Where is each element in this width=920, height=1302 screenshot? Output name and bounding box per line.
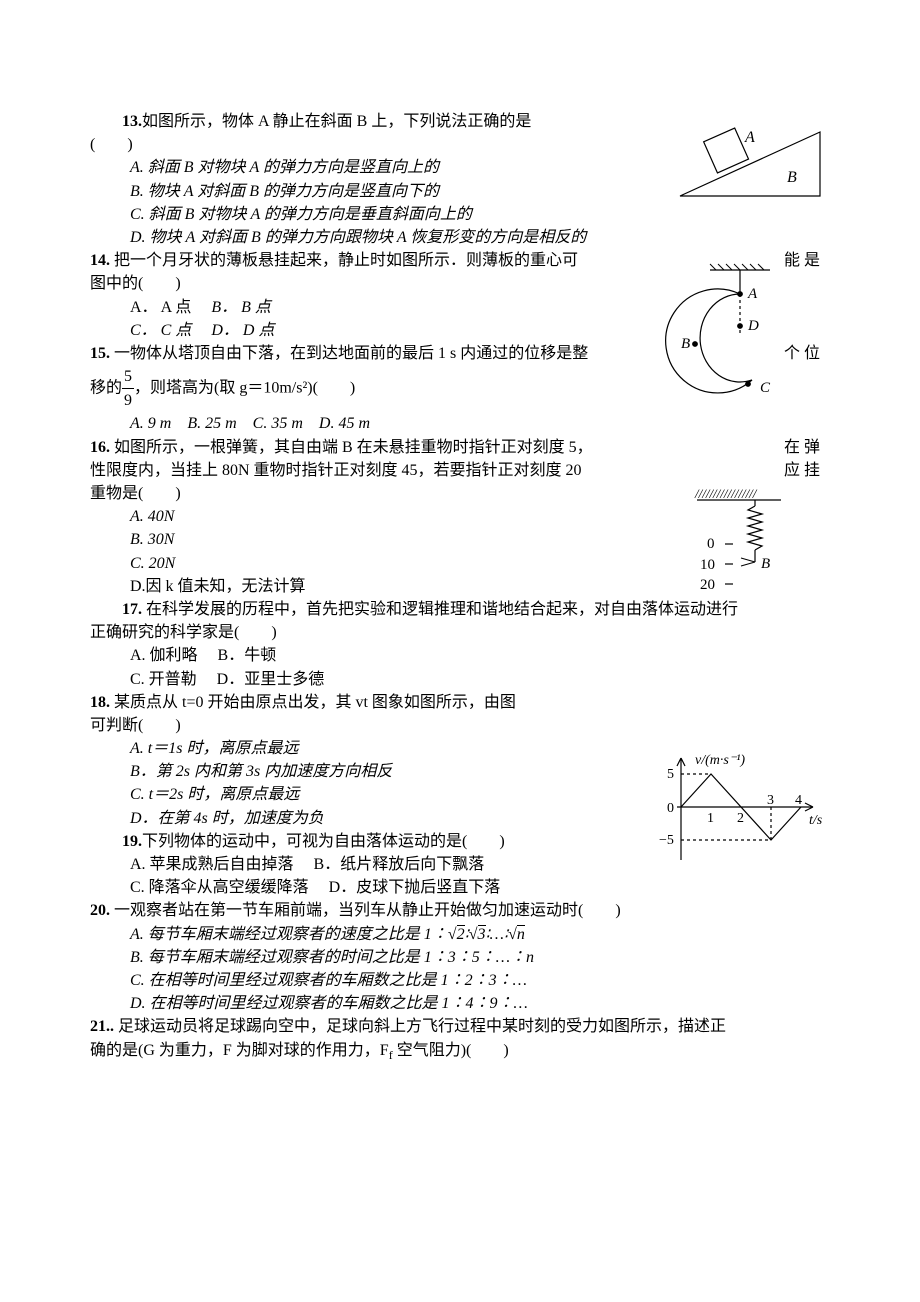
q20-opt-c: C. 在相等时间里经过观察者的车厢数之比是 1∶2∶3∶…	[90, 969, 830, 992]
q15-opts: A. 9 m B. 25 m C. 35 m D. 45 m	[90, 412, 830, 435]
q21-stem-text: 足球运动员将足球踢向空中，足球向斜上方飞行过程中某时刻的受力如图所示，描述正	[114, 1018, 726, 1035]
q20-stem-text: 一观察者站在第一节车厢前端，当列车从静止开始做匀加速运动时( )	[110, 902, 621, 919]
q13-fig-label-b: B	[787, 169, 797, 186]
q18-stem-text1: 某质点从 t=0 开始由原点出发，其 vt 图象如图所示，由图	[110, 694, 516, 711]
q13-fig-label-a: A	[744, 129, 755, 146]
q15-stem-l2b: ，则塔高为(取 g＝10m/s²)( )	[134, 379, 355, 396]
q17-num: 17.	[122, 601, 142, 618]
q16-fig-b: B	[761, 556, 770, 572]
q20-num: 20.	[90, 902, 110, 919]
q16-scale-20: 20	[700, 577, 715, 593]
q14-num: 14.	[90, 252, 110, 269]
q14-fig-c: C	[760, 380, 771, 396]
q18-figure: v/(m·s⁻¹) t/s 5 0 −5 1 2 3 4	[645, 752, 825, 872]
q16-stem-text2: 性限度内，当挂上 80N 重物时指针正对刻度 45，若要指针正对刻度 20	[90, 459, 582, 482]
q17-stem-line2: 正确研究的科学家是( )	[90, 621, 830, 644]
q15-stem-l2a: 移的	[90, 379, 122, 396]
q16-num: 16.	[90, 439, 110, 456]
q21-stem-line1: 21.. 足球运动员将足球踢向空中，足球向斜上方飞行过程中某时刻的受力如图所示，…	[90, 1015, 830, 1038]
q18-ym5: −5	[659, 833, 674, 848]
q19-num: 19.	[122, 833, 142, 850]
q14-fig-b: B	[681, 336, 690, 352]
q18-y0: 0	[667, 801, 674, 816]
q16-stem-text1: 如图所示，一根弹簧，其自由端 B 在未悬挂重物时指针正对刻度 5，	[110, 439, 593, 456]
q20-opt-a: A. 每节车厢末端经过观察者的速度之比是 1∶√2∶√3∶…∶√n	[90, 923, 830, 946]
svg-text://///////////////: /////////////////	[694, 486, 758, 501]
q13-stem-text: 如图所示，物体 A 静止在斜面 B 上，下列说法正确的是	[142, 113, 531, 130]
q21-stem-l2: 确的是(G 为重力，F 为脚对球的作用力，F	[90, 1042, 389, 1059]
q18-x2: 2	[737, 811, 744, 826]
q15-stem-text1r: 个 位	[784, 342, 830, 365]
q14-stem-text1: 把一个月牙状的薄板悬挂起来，静止时如图所示．则薄板的重心可	[110, 252, 578, 269]
q18-num: 18.	[90, 694, 110, 711]
q18-ylabel: v/(m·s⁻¹)	[695, 753, 745, 768]
q15-fraction: 59	[122, 365, 134, 412]
q14-figure: A B C D	[670, 264, 780, 404]
q16-scale-0: 0	[707, 536, 715, 552]
q18-stem-line2: 可判断( )	[90, 714, 830, 737]
q15-stem-text1: 一物体从塔顶自由下落，在到达地面前的最后 1 s 内通过的位移是整	[110, 345, 588, 362]
q15-frac-den: 9	[122, 388, 134, 412]
q16-scale-10: 10	[700, 557, 715, 573]
q14-opt-c: C． C 点	[130, 322, 191, 339]
q15-num: 15.	[90, 345, 110, 362]
q18-stem-line1: 18. 某质点从 t=0 开始由原点出发，其 vt 图象如图所示，由图	[90, 691, 830, 714]
q14-stem-text1r: 能 是	[784, 249, 830, 272]
q16-stem-line2: 性限度内，当挂上 80N 重物时指针正对刻度 45，若要指针正对刻度 20 应 …	[90, 459, 830, 482]
q18-x3: 3	[767, 793, 774, 808]
q17-stem-text: 在科学发展的历程中，首先把实验和逻辑推理和谐地结合起来，对自由落体运动进行	[142, 601, 738, 618]
q20-a-m2: ∶…∶	[486, 926, 509, 943]
q14-fig-d: D	[747, 318, 759, 334]
q17-opts-ab: A. 伽利略 B．牛顿	[90, 644, 830, 667]
q16-stem-text1r: 在 弹	[784, 436, 830, 459]
q15-frac-num: 5	[122, 365, 134, 388]
q18-x4: 4	[795, 793, 802, 808]
q20-a-pre: A. 每节车厢末端经过观察者的速度之比是 1∶	[130, 926, 448, 943]
q16-stem-line1: 16. 如图所示，一根弹簧，其自由端 B 在未悬挂重物时指针正对刻度 5， 在 …	[90, 436, 830, 459]
q20-opt-d: D. 在相等时间里经过观察者的车厢数之比是 1∶4∶9∶…	[90, 992, 830, 1015]
q14-opt-d: D． D 点	[211, 322, 274, 339]
q14-opt-b: B． B 点	[211, 299, 271, 316]
q20-opt-b: B. 每节车厢末端经过观察者的时间之比是 1∶3∶5∶…∶n	[90, 946, 830, 969]
q14-opt-a: A． A 点	[130, 299, 191, 316]
q21-stem-l2b: 空气阻力)( )	[393, 1042, 509, 1059]
q21-num: 21..	[90, 1018, 114, 1035]
q17-opts-cd: C. 开普勒 D．亚里士多德	[90, 668, 830, 691]
q14-fig-a: A	[747, 286, 758, 302]
q13-opt-d: D. 物块 A 对斜面 B 的弹力方向跟物块 A 恢复形变的方向是相反的	[90, 226, 830, 249]
q20-a-sqrt2: √2	[448, 925, 465, 943]
q18-x1: 1	[707, 811, 714, 826]
q19-opts-cd: C. 降落伞从高空缓缓降落 D．皮球下抛后竖直下落	[90, 876, 830, 899]
q20-a-sqrtn: √n	[508, 925, 525, 943]
q16-figure: ///////////////// 0 10 20 B	[685, 488, 785, 608]
q13-figure: A B	[675, 114, 825, 209]
q19-stem-text: 下列物体的运动中，可视为自由落体运动的是( )	[142, 833, 505, 850]
q20-stem: 20. 一观察者站在第一节车厢前端，当列车从静止开始做匀加速运动时( )	[90, 899, 830, 922]
q16-stem-text2r: 应 挂	[784, 459, 830, 482]
q20-a-sqrt3: √3	[469, 925, 486, 943]
q21-stem-line2: 确的是(G 为重力，F 为脚对球的作用力，Ff 空气阻力)( )	[90, 1039, 830, 1065]
q18-xlabel: t/s	[809, 813, 823, 828]
q13-num: 13.	[122, 113, 142, 130]
q18-y5: 5	[667, 767, 674, 782]
